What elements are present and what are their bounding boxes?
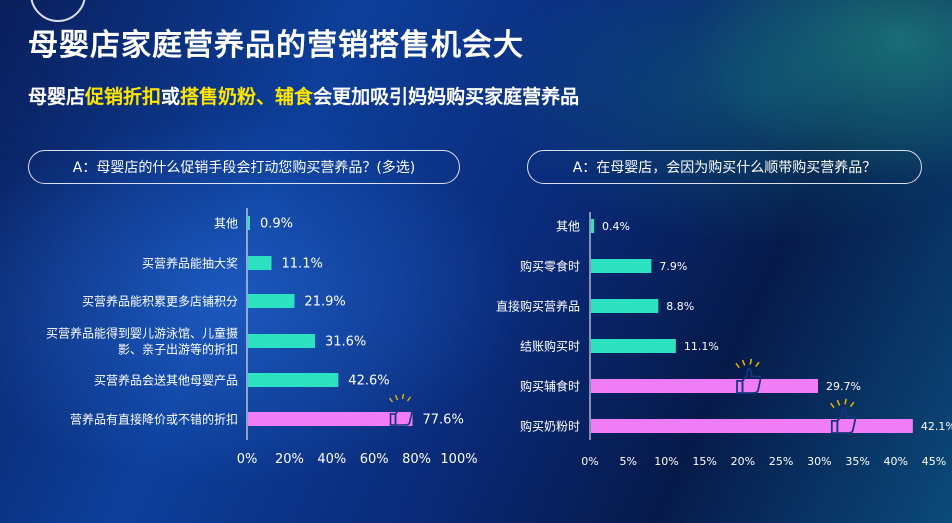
left-bar-3 bbox=[248, 334, 315, 348]
right-x-tick-9: 45% bbox=[922, 455, 946, 468]
right-x-tick-5: 25% bbox=[769, 455, 793, 468]
right-bar-3 bbox=[591, 339, 676, 353]
left-category-label-2: 买营养品能积累更多店铺积分 bbox=[82, 293, 238, 308]
right-value-label-5: 42.1% bbox=[921, 420, 952, 433]
left-thumbs-up-icon-5 bbox=[388, 393, 413, 426]
subtitle-highlight-1: 促销折扣 bbox=[85, 86, 162, 108]
right-x-tick-1: 5% bbox=[619, 455, 636, 468]
right-x-tick-2: 10% bbox=[654, 455, 678, 468]
right-value-label-2: 8.8% bbox=[666, 300, 694, 313]
left-bar-5 bbox=[248, 412, 413, 426]
left-value-label-5: 77.6% bbox=[423, 413, 464, 428]
left-x-tick-3: 60% bbox=[360, 452, 389, 467]
left-category-label-1: 买营养品能抽大奖 bbox=[142, 255, 238, 270]
right-value-label-3: 11.1% bbox=[684, 340, 719, 353]
left-bar-2 bbox=[248, 294, 295, 308]
right-category-label-4: 购买辅食时 bbox=[520, 378, 580, 393]
right-x-tick-8: 40% bbox=[884, 455, 908, 468]
subtitle-part-2: 或 bbox=[161, 86, 181, 108]
right-value-label-1: 7.9% bbox=[659, 260, 687, 273]
right-thumbs-up-icon-4 bbox=[735, 358, 762, 394]
subtitle-part-3: 会更加吸引妈妈购买家庭营养品 bbox=[313, 86, 580, 108]
left-value-label-0: 0.9% bbox=[260, 217, 293, 232]
page-subtitle: 母婴店促销折扣或搭售奶粉、辅食会更加吸引妈妈购买家庭营养品 bbox=[28, 82, 579, 109]
left-category-label-3: 买营养品能得到婴儿游泳馆、儿童摄影、亲子出游等的折扣 bbox=[46, 325, 238, 356]
right-value-label-4: 29.7% bbox=[826, 380, 861, 393]
left-x-tick-4: 80% bbox=[402, 452, 431, 467]
right-category-label-5: 购买奶粉时 bbox=[520, 418, 580, 433]
right-bar-5 bbox=[591, 419, 913, 433]
right-thumbs-up-icon-5 bbox=[830, 398, 857, 434]
question-left: A：母婴店的什么促销手段会打动您购买营养品？(多选) bbox=[28, 150, 460, 184]
right-x-tick-4: 20% bbox=[731, 455, 755, 468]
left-value-label-4: 42.6% bbox=[348, 374, 389, 389]
right-x-tick-7: 35% bbox=[845, 455, 869, 468]
right-category-label-1: 购买零食时 bbox=[520, 258, 580, 273]
right-value-label-0: 0.4% bbox=[602, 220, 630, 233]
right-category-label-2: 直接购买营养品 bbox=[496, 298, 580, 313]
right-bar-4 bbox=[591, 379, 819, 393]
right-x-tick-0: 0% bbox=[581, 455, 598, 468]
right-x-tick-6: 30% bbox=[807, 455, 831, 468]
left-value-label-3: 31.6% bbox=[325, 335, 366, 350]
left-bar-0 bbox=[248, 216, 250, 230]
right-bar-1 bbox=[591, 259, 652, 273]
right-x-tick-3: 15% bbox=[692, 455, 716, 468]
left-category-label-4: 买营养品会送其他母婴产品 bbox=[94, 372, 238, 387]
left-x-tick-0: 0% bbox=[237, 452, 258, 467]
subtitle-part-1: 母婴店 bbox=[28, 86, 86, 108]
left-bar-1 bbox=[248, 256, 272, 270]
left-bar-4 bbox=[248, 373, 339, 387]
subtitle-highlight-2: 搭售奶粉、辅食 bbox=[180, 86, 314, 108]
left-x-tick-1: 20% bbox=[275, 452, 304, 467]
left-value-label-2: 21.9% bbox=[304, 295, 345, 310]
left-category-label-5: 营养品有直接降价或不错的折扣 bbox=[70, 411, 238, 426]
left-value-label-1: 11.1% bbox=[282, 257, 323, 272]
right-bar-2 bbox=[591, 299, 659, 313]
page-title: 母婴店家庭营养品的营销搭售机会大 bbox=[28, 28, 524, 63]
question-right: A：在母婴店，会因为购买什么顺带购买营养品？ bbox=[527, 150, 922, 184]
right-category-label-3: 结账购买时 bbox=[520, 338, 580, 353]
left-x-tick-2: 40% bbox=[317, 452, 346, 467]
left-x-tick-5: 100% bbox=[440, 452, 477, 467]
right-category-label-0: 其他 bbox=[556, 219, 580, 233]
left-category-label-0: 其他 bbox=[214, 216, 238, 230]
right-bar-0 bbox=[591, 219, 595, 233]
